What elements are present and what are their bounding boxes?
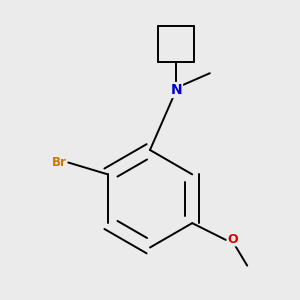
Text: N: N — [170, 83, 182, 97]
Text: O: O — [227, 233, 238, 246]
Text: Br: Br — [52, 156, 66, 169]
